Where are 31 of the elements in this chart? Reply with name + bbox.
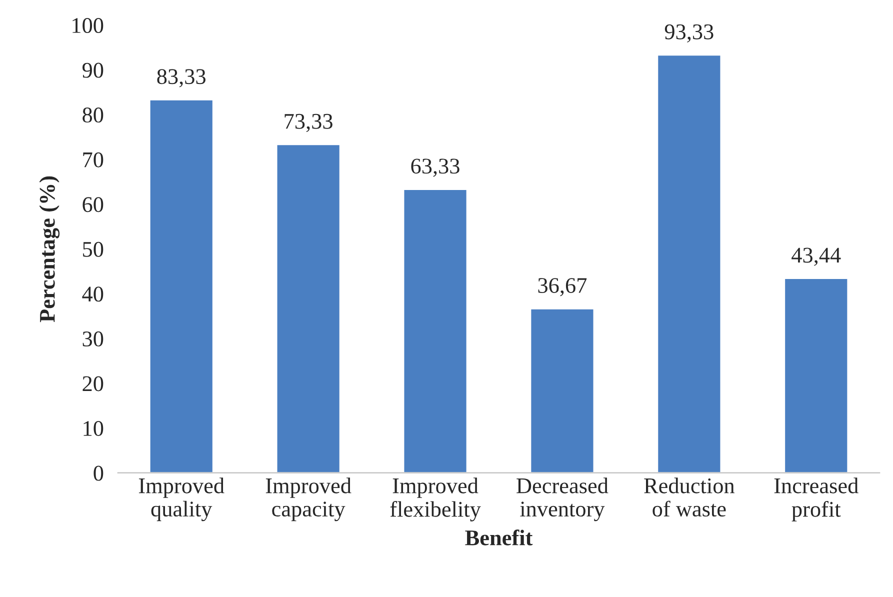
bar xyxy=(148,99,214,473)
y-tick-label: 10 xyxy=(84,420,104,436)
y-axis-title: Percentage (%) xyxy=(39,176,60,322)
y-tick-label: 60 xyxy=(82,197,104,212)
y-tick-label: 40 xyxy=(82,286,104,302)
x-axis-title: Benefit xyxy=(465,530,533,546)
y-tick-label: 0 xyxy=(94,466,104,481)
x-tick-label: Improved capacity xyxy=(266,478,352,522)
bar xyxy=(530,308,595,473)
y-tick-label: 20 xyxy=(82,376,104,392)
data-label: 83,33 xyxy=(157,69,206,88)
y-tick-label: 100 xyxy=(72,18,104,34)
bar xyxy=(402,188,468,473)
x-tick-label: Decreased inventory xyxy=(516,478,608,522)
x-tick-label: Improved quality xyxy=(138,478,224,522)
x-tick-label: Increased profit xyxy=(774,478,858,522)
data-label: 43,44 xyxy=(792,248,841,266)
data-label: 73,33 xyxy=(284,114,332,132)
data-label: 63,33 xyxy=(411,158,460,177)
y-tick-label: 80 xyxy=(82,108,104,123)
bar xyxy=(784,278,849,473)
y-tick-label: 90 xyxy=(82,62,104,78)
y-tick-label: 30 xyxy=(82,331,104,346)
y-tick-label: 70 xyxy=(83,152,104,168)
x-tick-label: Improved flexibelity xyxy=(390,478,481,522)
data-label: 93,33 xyxy=(664,24,714,43)
data-label: 36,67 xyxy=(538,278,587,296)
x-tick-label: Reduction of waste xyxy=(644,478,735,517)
y-tick-label: 50 xyxy=(83,242,104,257)
bar xyxy=(656,54,722,473)
bar xyxy=(276,144,341,473)
